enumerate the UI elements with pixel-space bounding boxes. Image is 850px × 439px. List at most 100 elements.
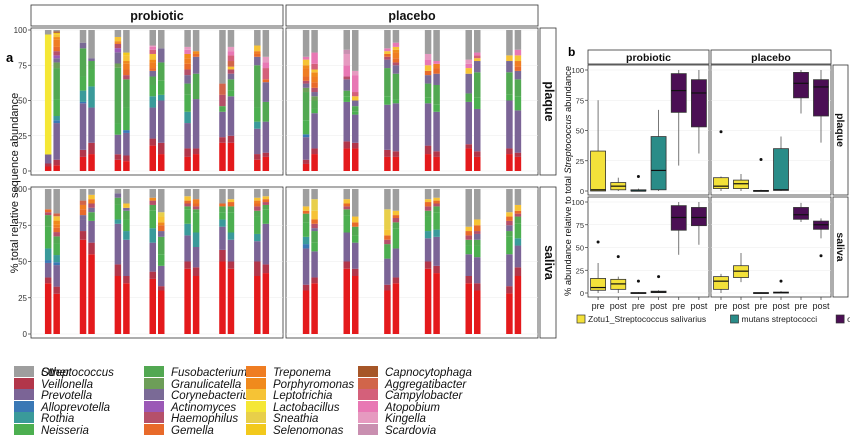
bar-segment-rothia <box>514 238 522 246</box>
bar-segment-haemophilus <box>343 76 350 80</box>
bar-segment-haemophilus <box>88 203 95 208</box>
y-tick-label: 25 <box>18 132 27 141</box>
bar-segment-rothia <box>88 86 95 108</box>
bar-segment-haemophilus <box>433 203 440 207</box>
bar-segment-streptococcus <box>158 290 165 334</box>
bar-segment-porphyromonas <box>158 222 165 226</box>
y-tick-label: 0 <box>580 289 584 298</box>
legend-swatch <box>246 389 266 401</box>
bar-segment-other <box>262 30 270 57</box>
bar-segment-fusobacterium <box>262 204 270 210</box>
bar-segment-prevotella <box>53 265 60 287</box>
bar-segment-corynebacterium <box>302 83 310 88</box>
legend-item-aggregatibacter: Aggregatibacter <box>358 377 466 391</box>
bar-segment-porphyromonas <box>311 72 318 77</box>
legend-item-veillonella: Veillonella <box>14 377 93 391</box>
outlier-point <box>616 255 620 259</box>
bar-segment-other <box>311 189 318 200</box>
bar-segment-neisseria <box>184 209 191 224</box>
legend-swatch <box>358 400 378 412</box>
bar-segment-leptotrichia <box>506 55 513 62</box>
bar-segment-atopobium <box>262 62 270 69</box>
bar-segment-prevotella <box>384 104 391 150</box>
bar-segment-fusobacterium <box>392 222 400 229</box>
legend-swatch <box>14 424 34 435</box>
bar-segment-atopobium <box>227 51 235 56</box>
legend-label: Gemella <box>171 425 214 437</box>
bar-segment-fusobacterium <box>114 197 122 205</box>
legend-label: Lactobacillus <box>273 401 340 414</box>
bar-segment-veillonella <box>262 264 270 274</box>
bar-segment-streptococcus <box>79 156 87 171</box>
bar-segment-prevotella <box>514 245 522 268</box>
bar-segment-prevotella <box>352 242 359 269</box>
legend-item-prevotella: Prevotella <box>14 389 92 402</box>
bar-segment-other <box>254 30 261 46</box>
bar-segment-haemophilus <box>424 206 432 211</box>
bar-segment-fusobacterium <box>254 210 261 217</box>
bar-segment-veillonella <box>114 154 122 160</box>
bar-segment-streptococcus <box>506 293 513 334</box>
panel-a-facet-frame <box>285 186 539 339</box>
bar-segment-gemella <box>433 68 440 74</box>
bar-segment-corynebacterium <box>88 58 95 62</box>
bar-segment-prevotella <box>149 107 156 139</box>
panel-b-strip-saliva <box>832 196 849 298</box>
bar-segment-capnocytophaga <box>53 31 60 33</box>
bar-segment-fusobacterium <box>123 79 130 108</box>
bar-segment-atopobium <box>184 49 191 54</box>
bar-segment-leptotrichia <box>352 96 359 101</box>
bar-segment-prevotella <box>392 103 400 152</box>
bar-segment-leptotrichia <box>254 45 261 52</box>
bar-segment-gemella <box>262 79 270 83</box>
bar-segment-treponema <box>392 52 400 59</box>
legend-label: Corynebacterium <box>171 390 259 403</box>
bar-segment-prevotella <box>53 123 60 160</box>
bar-segment-corynebacterium <box>311 228 318 232</box>
bar-segment-other <box>44 189 52 210</box>
bar-segment-alloprevotella <box>44 260 52 263</box>
panel-b-ylabel: % abundance relative to total Streptococ… <box>563 66 573 296</box>
box <box>590 278 606 291</box>
legend-swatch <box>144 377 164 389</box>
bar-segment-neisseria <box>219 212 226 220</box>
bar-segment-streptococcus <box>514 276 522 334</box>
legend-swatch <box>246 400 266 412</box>
bar-segment-veillonella <box>506 286 513 294</box>
bar-segment-veillonella <box>302 159 310 164</box>
panel-a-facet-plaque-probiotic <box>30 27 284 176</box>
box <box>773 148 789 191</box>
legend-swatch <box>144 389 164 401</box>
bar-segment-kingella <box>227 46 235 52</box>
box <box>793 72 809 99</box>
bar-segment-fusobacterium <box>433 206 440 213</box>
bar-segment-gemella <box>79 209 87 216</box>
legend-label: Leptotrichia <box>273 390 333 403</box>
bar-segment-neisseria <box>433 104 440 112</box>
bar-segment-gemella <box>465 231 472 236</box>
bar-segment-scardovia <box>343 49 350 54</box>
bar-segment-other <box>392 30 400 43</box>
bar-segment-gemella <box>254 203 261 207</box>
bar-segment-rothia <box>424 231 432 239</box>
legend-swatch <box>358 412 378 424</box>
legend-swatch <box>576 314 586 324</box>
y-tick-label: 100 <box>571 66 584 75</box>
bar-segment-other <box>424 189 432 200</box>
bar-segment-porphyromonas <box>392 49 400 53</box>
bar-segment-neisseria <box>88 69 95 87</box>
x-tick-label: pre <box>632 301 645 311</box>
bar-segment-rothia <box>184 223 191 236</box>
bar-segment-haemophilus <box>514 213 522 217</box>
legend-swatch <box>358 389 378 401</box>
bar-segment-veillonella <box>465 276 472 284</box>
bar-segment-fusobacterium <box>474 72 481 98</box>
bar-segment-streptococcus <box>262 273 270 334</box>
bar-segment-other <box>227 189 235 200</box>
panel-a-strip-plaque <box>539 27 557 176</box>
panel-a-label: a <box>6 50 14 65</box>
bar-segment-streptococcus <box>311 283 318 334</box>
box <box>733 179 749 189</box>
panel-a-facet-saliva-probiotic <box>30 186 284 339</box>
y-tick-label: 0 <box>23 167 28 176</box>
